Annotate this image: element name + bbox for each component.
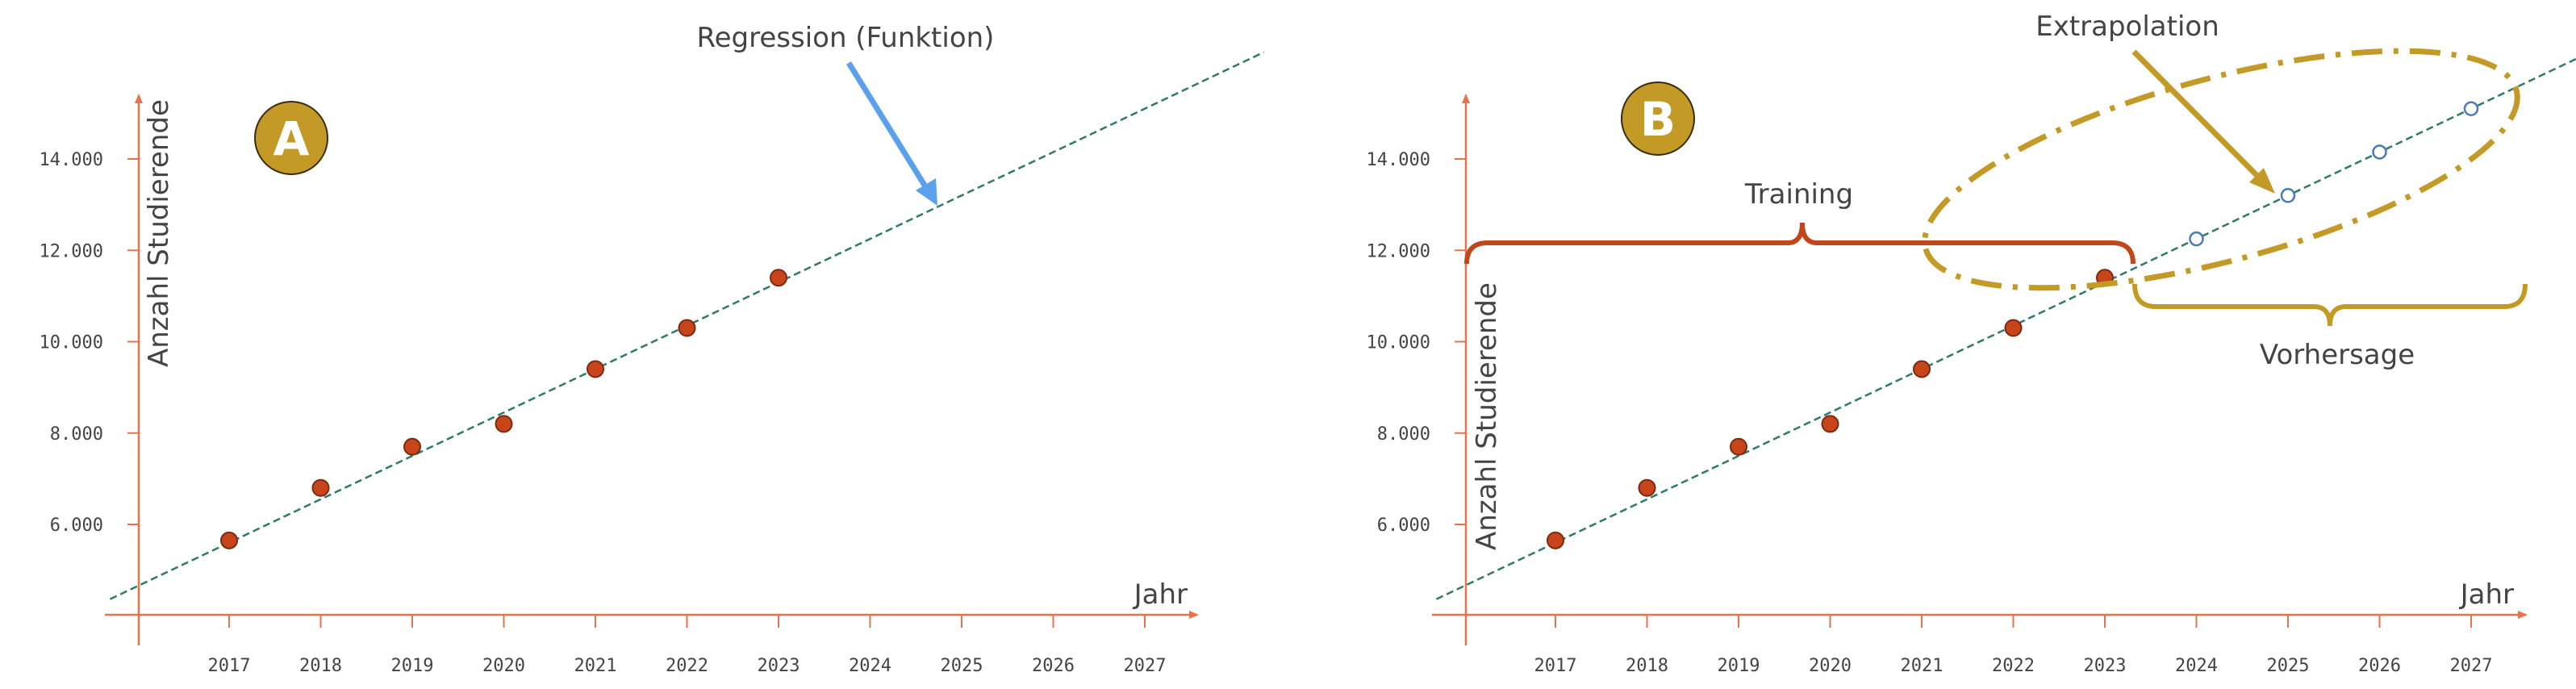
extrapolation-annotation: Extrapolation xyxy=(2035,10,2219,43)
x-tick-label: 2024 xyxy=(2175,656,2218,676)
y-tick-label: 10.000 xyxy=(40,333,103,353)
panel-b-points xyxy=(1547,269,2114,549)
forecast-annotation: Vorhersage xyxy=(2260,339,2415,371)
extrapolation-arrow xyxy=(2131,49,2275,194)
x-tick-label: 2024 xyxy=(849,656,891,676)
regression-annotation: Regression (Funktion) xyxy=(697,22,995,54)
x-tick-label: 2017 xyxy=(1534,656,1577,676)
panel-b-badge-label: B xyxy=(1640,92,1676,147)
y-tick-label: 10.000 xyxy=(1367,333,1430,353)
training-annotation: Training xyxy=(1744,178,1853,211)
x-tick-label: 2020 xyxy=(482,656,525,676)
data-point xyxy=(311,478,330,497)
panel-b-x-axis-label: Jahr xyxy=(2459,578,2514,611)
panel-b-x-ticks: 2017 2018 2019 2020 2021 2022 2023 2024 2025 2026… xyxy=(1534,615,2493,676)
y-tick-label: 12.000 xyxy=(1367,241,1430,261)
forecast-point xyxy=(2372,144,2387,160)
panel-a-axes xyxy=(105,94,1199,645)
panel-b-y-axis-label: Anzahl Studierende xyxy=(1471,282,1503,550)
forecast-point xyxy=(2189,231,2204,247)
panel-a-y-axis-label: Anzahl Studierende xyxy=(143,99,175,367)
x-tick-label: 2025 xyxy=(941,656,983,676)
data-point xyxy=(403,437,421,456)
x-tick-label: 2026 xyxy=(2358,656,2401,676)
panel-a-points xyxy=(220,269,787,549)
y-tick-label: 8.000 xyxy=(50,424,103,445)
data-point xyxy=(770,269,787,287)
panel-a-badge xyxy=(254,101,328,175)
training-brace xyxy=(1464,222,2136,265)
forecast-point xyxy=(2280,188,2296,203)
panel-b-y-ticks: 6.000 8.000 10.000 12.000 14.000 xyxy=(1367,150,1466,536)
x-tick-label: 2023 xyxy=(758,656,800,676)
regression-arrow xyxy=(846,61,937,206)
y-tick-label: 6.000 xyxy=(1377,516,1430,536)
x-tick-label: 2027 xyxy=(2450,656,2493,676)
panel-a-x-ticks: 2017 2018 2019 2020 2021 2022 2023 2024 2025 2026… xyxy=(208,615,1167,676)
panel-b-axes xyxy=(1432,94,2528,645)
extrapolation-ellipse xyxy=(1922,48,2520,291)
data-point xyxy=(587,360,604,378)
x-tick-label: 2018 xyxy=(299,656,342,676)
panel-b-forecast-points xyxy=(2189,101,2479,247)
y-tick-label: 8.000 xyxy=(1377,424,1430,445)
x-tick-label: 2021 xyxy=(1901,656,1943,676)
forecast-brace xyxy=(2132,283,2528,327)
x-tick-label: 2025 xyxy=(2267,656,2310,676)
data-point xyxy=(1547,531,1564,549)
x-tick-label: 2027 xyxy=(1124,656,1167,676)
x-tick-label: 2022 xyxy=(666,656,708,676)
y-tick-label: 14.000 xyxy=(40,150,103,170)
x-tick-label: 2017 xyxy=(208,656,251,676)
x-tick-label: 2019 xyxy=(391,656,434,676)
panel-a-y-ticks: 6.000 8.000 10.000 12.000 14.000 xyxy=(40,150,139,536)
x-tick-label: 2023 xyxy=(2084,656,2127,676)
data-point xyxy=(220,531,238,549)
y-tick-label: 14.000 xyxy=(1367,150,1430,170)
panel-b-badge xyxy=(1621,81,1695,156)
x-tick-label: 2018 xyxy=(1626,656,1668,676)
data-point xyxy=(2004,319,2023,337)
x-tick-label: 2020 xyxy=(1809,656,1852,676)
forecast-point xyxy=(2463,101,2479,116)
x-tick-label: 2021 xyxy=(574,656,617,676)
data-point xyxy=(1638,478,1656,497)
panel-a-x-axis-label: Jahr xyxy=(1133,578,1188,611)
x-tick-label: 2019 xyxy=(1718,656,1760,676)
x-tick-label: 2026 xyxy=(1032,656,1075,676)
x-tick-label: 2022 xyxy=(1992,656,2035,676)
data-point xyxy=(1913,360,1931,378)
panel-a-badge-label: A xyxy=(273,111,310,166)
y-tick-label: 12.000 xyxy=(40,241,103,261)
data-point xyxy=(1821,415,1839,433)
data-point xyxy=(1730,437,1747,456)
data-point xyxy=(678,319,696,337)
y-tick-label: 6.000 xyxy=(50,516,103,536)
data-point xyxy=(495,415,513,433)
